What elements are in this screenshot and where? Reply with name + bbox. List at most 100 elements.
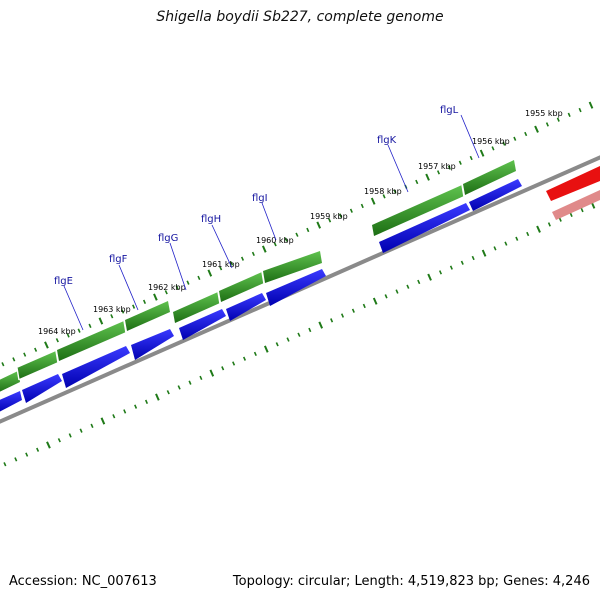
tick-mark [504, 241, 508, 246]
tick-mark [273, 242, 277, 247]
map-title: Shigella boydii Sb227, complete genome [156, 9, 444, 25]
tick-mark [395, 289, 399, 294]
tick-mark [316, 221, 322, 229]
tick-mark [68, 433, 72, 438]
cds-arrow[interactable] [22, 374, 62, 403]
cds-arrow[interactable] [469, 179, 522, 211]
tick-mark [308, 327, 312, 333]
kbp-label: 1963 kbp [93, 305, 131, 314]
tick-mark [36, 447, 40, 452]
tick-mark [25, 452, 29, 457]
tick-mark [199, 375, 203, 381]
tick-mark [240, 256, 245, 261]
gene-label-flgI[interactable]: flgI [252, 193, 268, 204]
gene-label-flgK[interactable]: flgK [377, 135, 397, 146]
gene-label-flgF[interactable]: flgF [109, 254, 128, 265]
tick-mark [23, 352, 27, 357]
other-feature-pink[interactable] [552, 190, 600, 220]
tick-mark [417, 279, 421, 285]
tick-mark [221, 366, 225, 371]
cds-arrow[interactable] [179, 309, 226, 340]
tick-mark [284, 237, 288, 242]
tick-mark [123, 409, 127, 414]
tick-mark [44, 341, 49, 349]
tick-mark [340, 313, 345, 318]
tick-mark [79, 428, 83, 433]
cds-arrow[interactable] [62, 346, 130, 388]
tick-mark [384, 294, 388, 299]
gene-bar-flgH[interactable] [173, 292, 220, 323]
tick-mark [360, 203, 364, 209]
kbp-labels: 1964 kbp 1963 kbp 1962 kbp 1961 kbp 1960… [38, 109, 563, 336]
tick-mark [98, 317, 104, 325]
gene-label-flgH[interactable]: flgH [201, 214, 221, 225]
tick-mark [251, 251, 255, 257]
cds-arrows [0, 179, 522, 413]
tick-mark [297, 332, 301, 337]
tick-mark [471, 255, 475, 261]
tick-mark [382, 194, 386, 199]
gene-label-flgL[interactable]: flgL [440, 105, 459, 116]
upper-tick-row [1, 101, 594, 367]
tick-mark [1, 362, 5, 367]
gene-bar-flgF[interactable] [57, 321, 126, 361]
kbp-label: 1962 kbp [148, 283, 186, 292]
tick-mark [370, 197, 376, 205]
tick-mark [515, 236, 519, 241]
other-feature-red[interactable] [546, 166, 600, 201]
kbp-label: 1955 kbp [525, 109, 563, 118]
kbp-label: 1959 kbp [310, 212, 348, 221]
tick-mark [90, 423, 94, 429]
genome-summary-text: Topology: circular; Length: 4,519,823 bp… [232, 574, 590, 589]
kbp-label: 1964 kbp [38, 327, 76, 336]
gene-bar[interactable] [0, 371, 20, 393]
tick-mark [547, 222, 551, 227]
tick-mark [295, 232, 299, 237]
gene-label-flgG[interactable]: flgG [158, 233, 178, 244]
tick-mark [406, 284, 410, 289]
tick-mark [556, 117, 560, 122]
cds-arrow[interactable] [0, 391, 22, 413]
tick-mark [425, 173, 430, 181]
tick-mark [132, 304, 136, 309]
tick-mark [349, 208, 353, 213]
cds-arrow[interactable] [131, 329, 174, 360]
cds-arrow[interactable] [379, 203, 470, 253]
lower-tick-row [3, 201, 596, 467]
tick-mark [100, 417, 106, 425]
tick-mark [166, 390, 170, 395]
tick-mark [502, 141, 506, 146]
accession-text: Accession: NC_007613 [9, 574, 157, 589]
tick-mark [513, 136, 517, 141]
kbp-label: 1958 kbp [364, 187, 402, 196]
tick-mark [110, 314, 114, 319]
gene-bar-flgI-b[interactable] [263, 251, 322, 283]
tick-mark [447, 165, 451, 170]
gene-bar-flgI[interactable] [219, 272, 264, 302]
tick-mark [493, 246, 497, 251]
gene-bar-flgL[interactable] [463, 160, 516, 195]
tick-mark [469, 155, 473, 161]
tick-mark [142, 299, 147, 305]
tick-mark [275, 342, 279, 347]
kbp-label: 1961 kbp [202, 260, 240, 269]
tick-mark [134, 404, 138, 409]
tick-mark [526, 231, 530, 237]
cds-arrow[interactable] [226, 293, 266, 321]
gene-bar-flgG[interactable] [125, 301, 170, 331]
cds-arrow[interactable] [266, 269, 326, 306]
tick-mark [230, 261, 234, 266]
gene-separators [16, 184, 465, 381]
gene-bar-flgK[interactable] [372, 185, 464, 236]
tick-mark [34, 347, 38, 352]
tick-mark [153, 293, 158, 301]
tick-mark [175, 285, 179, 290]
tick-mark [197, 275, 201, 281]
tick-mark [261, 245, 267, 253]
gene-bar-flgE[interactable] [17, 351, 58, 379]
tick-mark [458, 160, 462, 165]
gene-label-flgE[interactable]: flgE [54, 276, 73, 287]
tick-mark [253, 351, 257, 357]
tick-mark [545, 122, 549, 127]
